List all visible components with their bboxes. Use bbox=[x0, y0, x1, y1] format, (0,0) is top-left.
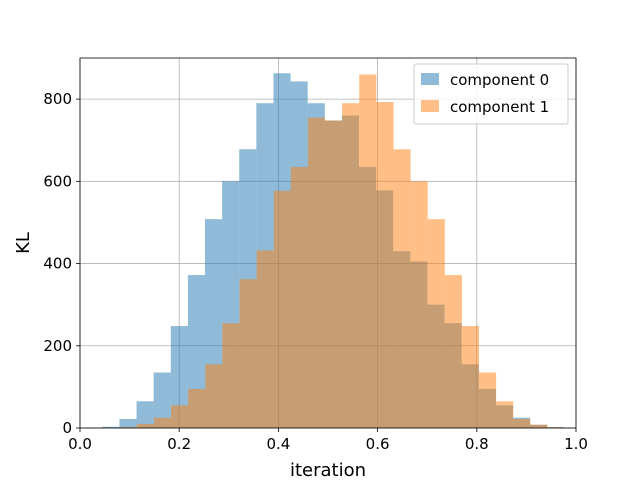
histogram-bar bbox=[153, 372, 171, 428]
histogram-bar bbox=[461, 326, 480, 428]
histogram-bar bbox=[547, 427, 565, 428]
y-tick-label: 800 bbox=[43, 90, 72, 108]
histogram-bar bbox=[427, 219, 445, 428]
x-tick-label: 0.0 bbox=[68, 435, 92, 453]
histogram-bar bbox=[188, 388, 206, 428]
histogram-bar bbox=[136, 423, 154, 428]
legend-box bbox=[413, 63, 569, 125]
x-tick-label: 1.0 bbox=[564, 435, 588, 453]
histogram-bar bbox=[307, 117, 326, 428]
histogram-bar bbox=[136, 401, 154, 428]
legend-swatch-component-1 bbox=[421, 100, 439, 112]
y-tick-label: 200 bbox=[43, 337, 72, 355]
histogram-bar bbox=[410, 181, 428, 428]
histogram-bar bbox=[239, 279, 257, 428]
histogram-bar bbox=[530, 424, 548, 428]
histogram-bar bbox=[205, 364, 223, 428]
x-axis-label: iteration bbox=[290, 460, 366, 480]
histogram-bar bbox=[119, 418, 137, 428]
histogram-bar bbox=[119, 427, 137, 428]
histogram-bar bbox=[171, 405, 189, 428]
histogram-bar bbox=[170, 326, 188, 428]
axis-ticks: 0.0 0.2 0.4 0.6 0.8 1.0 0 200 400 600 800 bbox=[43, 90, 588, 453]
y-axis-label: KL bbox=[13, 232, 34, 254]
histogram-bar bbox=[325, 120, 343, 428]
legend-swatch-component-0 bbox=[421, 73, 439, 85]
histogram-bar bbox=[153, 417, 172, 428]
histogram-bar bbox=[342, 103, 360, 428]
histogram-bar bbox=[222, 323, 240, 428]
x-tick-label: 0.4 bbox=[266, 435, 290, 453]
histogram-bar bbox=[359, 74, 377, 428]
plot-frame bbox=[79, 57, 577, 429]
y-tick-label: 0 bbox=[62, 419, 72, 437]
histogram-bar bbox=[290, 166, 308, 428]
y-tick-label: 400 bbox=[43, 255, 72, 273]
histogram-bar bbox=[102, 426, 120, 428]
series-component-1 bbox=[119, 74, 565, 428]
histogram-bars bbox=[102, 73, 565, 429]
legend: component 0 component 1 bbox=[413, 63, 569, 125]
legend-label-component-1: component 1 bbox=[450, 98, 549, 116]
histogram-bar bbox=[513, 418, 531, 428]
x-tick-label: 0.2 bbox=[167, 435, 191, 453]
histogram-bar bbox=[256, 250, 274, 428]
histogram-bar bbox=[393, 149, 411, 428]
histogram-bar bbox=[376, 101, 394, 428]
histogram-bar bbox=[273, 190, 291, 428]
y-tick-label: 600 bbox=[43, 172, 72, 190]
histogram-bar bbox=[479, 372, 497, 428]
x-tick-label: 0.6 bbox=[366, 435, 390, 453]
legend-label-component-0: component 0 bbox=[450, 71, 549, 89]
histogram-bar bbox=[444, 275, 462, 428]
histogram-bar bbox=[496, 401, 514, 428]
x-tick-label: 0.8 bbox=[465, 435, 489, 453]
